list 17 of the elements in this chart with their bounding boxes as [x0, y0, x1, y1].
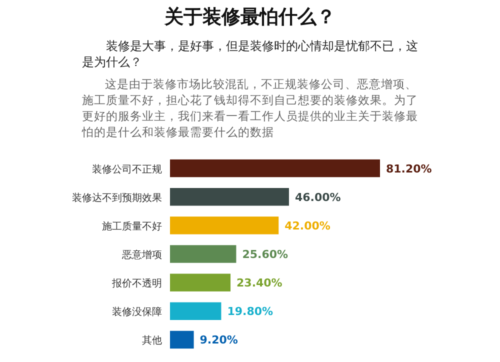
y-tick-label: 装修公司不正规	[92, 163, 162, 176]
y-tick-label: 其他	[142, 334, 162, 347]
chart-title: 关于装修最怕什么？	[163, 5, 336, 30]
y-tick-label: 装修达不到预期效果	[72, 192, 162, 204]
data-label: 25.60%	[242, 248, 288, 261]
y-tick-label: 恶意增项	[121, 249, 162, 261]
data-label: 42.00%	[284, 219, 330, 232]
y-tick-label: 报价不透明	[111, 278, 162, 290]
data-label: 81.20%	[386, 162, 432, 176]
data-label: 23.40%	[236, 276, 282, 290]
chart-subtitle: 装修是大事，是好事，但是装修时的心情却是忧郁不已，这是为什么？	[82, 38, 419, 70]
data-label: 9.20%	[200, 334, 238, 347]
y-tick-label: 施工质量不好	[102, 220, 162, 232]
y-tick-label: 装修没保障	[112, 306, 162, 318]
data-label: 46.00%	[294, 190, 341, 204]
text: 这是由于装修市场比较混乱，不正规装修公司、恶意增项、施工质量不好，担心花了钱却得不到自己想要的装修效果。为了更好的服务业主，我们来看一看工作人员提供的业主关于装修最怕的是什么和装修最需要什么的数据	[82, 76, 419, 140]
data-label: 19.80%	[227, 305, 274, 318]
